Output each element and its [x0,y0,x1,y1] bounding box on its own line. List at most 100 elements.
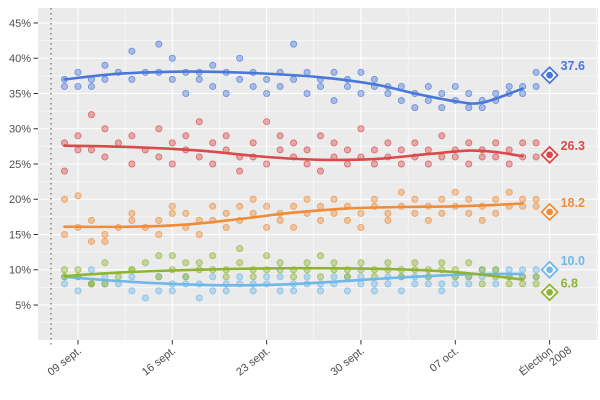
scatter-point [438,132,446,140]
scatter-point [357,209,365,217]
scatter-point [492,195,500,203]
scatter-point [195,294,203,302]
scatter-point [397,97,405,105]
election-marker-green [540,283,559,302]
scatter-point [330,259,338,267]
scatter-point [303,195,311,203]
result-label-green: 6.8 [561,276,578,290]
scatter-point [141,259,149,267]
scatter-point [505,160,513,168]
scatter-point [168,160,176,168]
scatter-point [290,202,298,210]
scatter-point [478,280,486,288]
scatter-point [276,82,284,90]
scatter-point [263,160,271,168]
scatter-point [182,209,190,217]
scatter-point [370,75,378,83]
scatter-point [61,82,69,90]
scatter-point [74,287,82,295]
scatter-point [384,216,392,224]
scatter-point [74,146,82,154]
scatter-point [330,195,338,203]
scatter-point [317,132,325,140]
scatter-point [222,223,230,231]
scatter-point [236,167,244,175]
scatter-point [357,259,365,267]
scatter-point [168,287,176,295]
scatter-point [424,82,432,90]
scatter-point [438,104,446,112]
election-marker-orange [540,202,559,222]
y-tick-label: 45% [9,18,31,30]
scatter-point [532,82,540,90]
scatter-point [168,252,176,260]
scatter-point [87,238,95,246]
scatter-point [519,139,527,147]
scatter-point [438,90,446,98]
scatter-point [438,209,446,217]
scatter-point [317,252,325,260]
scatter-point [424,146,432,154]
y-tick-label: 40% [9,53,31,65]
scatter-point [370,280,378,288]
scatter-point [61,266,69,274]
scatter-point [249,273,257,281]
scatter-point [317,216,325,224]
scatter-point [532,280,540,288]
y-tick-label: 30% [9,124,31,136]
scatter-point [209,82,217,90]
scatter-point [168,54,176,62]
scatter-point [357,223,365,231]
scatter-point [317,273,325,281]
scatter-point [168,139,176,147]
scatter-point [128,47,136,55]
scatter-point [101,259,109,267]
scatter-point [168,209,176,217]
scatter-point [209,252,217,260]
scatter-point [222,90,230,98]
election-marker-red [540,145,559,165]
scatter-point [411,259,419,267]
scatter-point [519,90,527,98]
scatter-point [370,146,378,154]
scatter-point [249,139,257,147]
scatter-point [330,97,338,105]
scatter-point [492,90,500,98]
scatter-point [222,132,230,140]
scatter-point [343,82,351,90]
scatter-point [128,132,136,140]
result-label-light-blue: 10.0 [561,254,585,268]
scatter-point [155,125,163,133]
scatter-point [101,280,109,288]
scatter-point [74,82,82,90]
scatter-point [370,287,378,295]
scatter-point [532,195,540,203]
y-tick-label: 25% [9,159,31,171]
scatter-point [357,125,365,133]
chart-panel [38,8,598,340]
scatter-point [532,266,540,274]
scatter-point [263,202,271,210]
scatter-point [128,273,136,281]
scatter-point [195,75,203,83]
scatter-point [465,259,473,267]
scatter-point [343,273,351,281]
scatter-point [492,266,500,274]
scatter-point [128,209,136,217]
scatter-points-orange [61,188,540,246]
scatter-point [249,209,257,217]
x-tick-label: 09 sept. [46,345,84,379]
scatter-point [141,294,149,302]
scatter-point [155,40,163,48]
trend-line-green [63,266,524,281]
scatter-point [101,238,109,246]
scatter-point [384,280,392,288]
scatter-point [263,273,271,281]
scatter-point [114,139,122,147]
scatter-point [222,287,230,295]
scatter-point [195,153,203,161]
election-marker-light-blue [540,260,559,279]
scatter-point [505,280,513,288]
